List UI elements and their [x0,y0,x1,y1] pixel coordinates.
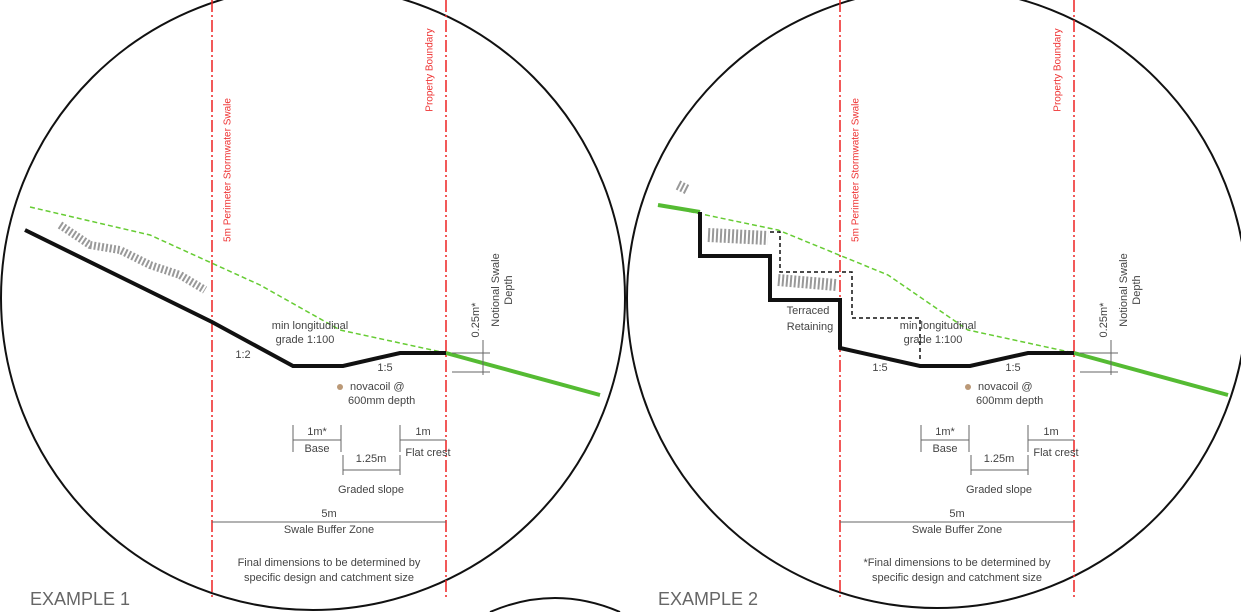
label: Notional Swale [1118,253,1130,326]
detail-circle [626,0,1241,609]
line-grass [57,221,208,294]
label: min longitudinal [900,320,976,332]
label: grade 1:100 [904,334,963,346]
label: Terraced [787,305,830,317]
label: 1.25m [984,453,1015,465]
label: 1m* [935,426,955,438]
label: Swale Buffer Zone [284,524,374,536]
line-ground-top [657,203,701,214]
novacoil-dot [965,384,971,390]
example: 5m Perimeter Stormwater Swale Property Bo… [626,0,1241,609]
label: 600mm depth [348,395,415,407]
label: EXAMPLE 1 [30,589,130,609]
label: Property Boundary [425,28,436,111]
line-profile [698,212,1074,368]
label: 1:2 [235,349,250,361]
novacoil-dot [337,384,343,390]
line-ground [1073,351,1229,397]
line-grass [707,228,769,245]
line-grass [777,274,837,291]
label: 5m Perimeter Stormwater Swale [223,98,234,242]
label: EXAMPLE 2 [658,589,758,609]
label: 600mm depth [976,395,1043,407]
label: grade 1:100 [276,334,335,346]
label: novacoil @ [350,381,405,393]
label: *Final dimensions to be determined by [863,557,1051,569]
label: 1:5 [872,362,887,374]
detail-circle [0,0,626,611]
line-grass [675,180,691,195]
label: Notional Swale [490,253,502,326]
label: min longitudinal [272,320,348,332]
label: 1.25m [356,453,387,465]
label: 5m Perimeter Stormwater Swale [851,98,862,242]
label: specific design and catchment size [872,572,1042,584]
label: 1:5 [1005,362,1020,374]
label: 1m* [307,426,327,438]
label: Property Boundary [1053,28,1064,111]
label: Final dimensions to be determined by [238,557,421,569]
label: 1m [415,426,430,438]
label: 0.25m* [470,302,482,338]
line-existing [29,206,447,354]
label: 0.25m* [1098,302,1110,338]
label: Base [932,443,957,455]
label: Swale Buffer Zone [912,524,1002,536]
label: 1:5 [377,362,392,374]
label: Retaining [787,321,833,333]
label: specific design and catchment size [244,572,414,584]
label: Flat crest [1033,447,1078,459]
label: Depth [503,275,515,304]
line-existing [657,204,1075,354]
label: Depth [1131,275,1143,304]
line-profile [24,228,446,368]
example: 5m Perimeter Stormwater Swale Property Bo… [0,0,626,611]
label: Base [304,443,329,455]
line-ground [445,351,601,397]
label: novacoil @ [978,381,1033,393]
label: Graded slope [338,484,404,496]
line-terraces [770,231,921,360]
label: 1m [1043,426,1058,438]
label: 5m [321,508,336,520]
label: Graded slope [966,484,1032,496]
label: 5m [949,508,964,520]
label: Flat crest [405,447,450,459]
third-circle-arc [489,597,621,612]
